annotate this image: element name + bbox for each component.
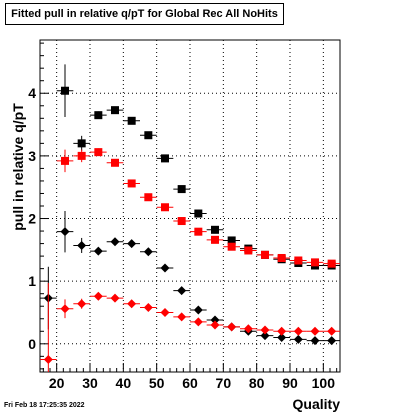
- data-point-diamond: [310, 326, 320, 336]
- data-point-square: [177, 185, 186, 194]
- x-tick-label: 80: [249, 375, 265, 391]
- y-tick-label: 3: [28, 148, 36, 164]
- x-axis-label: Quality: [292, 396, 340, 412]
- data-point-diamond: [260, 325, 270, 335]
- data-point-square: [61, 156, 69, 165]
- data-point-diamond: [110, 237, 120, 247]
- data-point-square: [127, 179, 136, 188]
- data-point-square: [77, 151, 86, 160]
- timestamp: Fri Feb 18 17:25:35 2022: [4, 402, 85, 409]
- data-point-diamond: [227, 322, 237, 332]
- data-point-diamond: [293, 334, 303, 344]
- data-point-square: [327, 259, 336, 268]
- data-point-diamond: [160, 263, 170, 273]
- data-point-diamond: [93, 246, 103, 256]
- data-point-diamond: [327, 326, 337, 336]
- data-point-diamond: [77, 299, 87, 309]
- x-tick-label: 50: [149, 375, 165, 391]
- data-point-diamond: [143, 302, 153, 312]
- data-point-diamond: [310, 336, 320, 346]
- x-tick-label: 90: [282, 375, 298, 391]
- data-point-diamond: [77, 240, 87, 250]
- data-point-diamond: [177, 312, 187, 322]
- data-point-square: [177, 217, 186, 226]
- x-tick-label: 60: [182, 375, 198, 391]
- data-point-square: [61, 86, 69, 95]
- x-tick-label: 40: [116, 375, 132, 391]
- data-series: [40, 283, 340, 372]
- data-point-diamond: [210, 315, 220, 325]
- y-tick-label: 1: [28, 273, 36, 289]
- data-point-square: [111, 158, 119, 167]
- data-point-square: [127, 116, 136, 125]
- data-point-diamond: [210, 320, 220, 330]
- data-point-diamond: [60, 227, 70, 237]
- data-point-square: [294, 256, 303, 265]
- data-point-diamond: [327, 336, 337, 346]
- data-point-square: [194, 209, 203, 218]
- data-point-square: [161, 154, 169, 163]
- data-point-diamond: [143, 247, 153, 257]
- data-point-square: [227, 236, 236, 245]
- data-point-diamond: [193, 305, 203, 315]
- data-point-square: [94, 111, 103, 120]
- data-series: [56, 148, 340, 268]
- x-tick-label: 30: [82, 375, 98, 391]
- data-point-diamond: [93, 291, 103, 301]
- y-tick-label: 2: [28, 211, 36, 227]
- data-point-diamond: [293, 326, 303, 336]
- data-point-square: [261, 250, 269, 259]
- data-point-diamond: [260, 331, 270, 341]
- data-point-square: [277, 253, 286, 262]
- y-tick-label: 4: [28, 85, 36, 101]
- x-tick-label: 20: [49, 375, 65, 391]
- data-point-square: [111, 106, 119, 115]
- data-point-diamond: [193, 317, 203, 327]
- data-series: [56, 64, 340, 270]
- data-point-square: [161, 203, 169, 212]
- data-point-square: [244, 246, 253, 255]
- data-point-diamond: [277, 326, 287, 336]
- data-point-square: [94, 148, 103, 157]
- axis-ticks: [40, 42, 338, 372]
- data-point-square: [211, 235, 219, 244]
- data-point-diamond: [127, 239, 137, 249]
- chart-title: Fitted pull in relative q/pT for Global …: [5, 3, 284, 25]
- data-point-diamond: [243, 324, 253, 334]
- data-point-square: [144, 193, 153, 202]
- data-point-square: [227, 242, 236, 251]
- x-tick-label: 70: [216, 375, 232, 391]
- data-point-diamond: [127, 299, 137, 309]
- data-point-square: [144, 131, 153, 140]
- data-point-diamond: [110, 293, 120, 303]
- data-point-square: [77, 139, 86, 148]
- data-point-diamond: [177, 286, 187, 296]
- axis-tick-labels: 20 30 40 50 60 70 80 90 100 0 1 2 3 4: [28, 85, 335, 391]
- data-point-square: [311, 258, 319, 267]
- data-series: [40, 211, 340, 346]
- x-tick-label: 100: [312, 375, 336, 391]
- data-point-square: [194, 227, 203, 236]
- data-point-diamond: [43, 354, 53, 364]
- data-point-square: [211, 225, 219, 234]
- data-points: [40, 64, 340, 372]
- data-point-diamond: [160, 307, 170, 317]
- y-tick-label: 0: [28, 336, 36, 352]
- data-point-diamond: [60, 304, 70, 314]
- y-axis-label: pull in relative q/pT: [10, 103, 26, 231]
- data-point-diamond: [277, 333, 287, 343]
